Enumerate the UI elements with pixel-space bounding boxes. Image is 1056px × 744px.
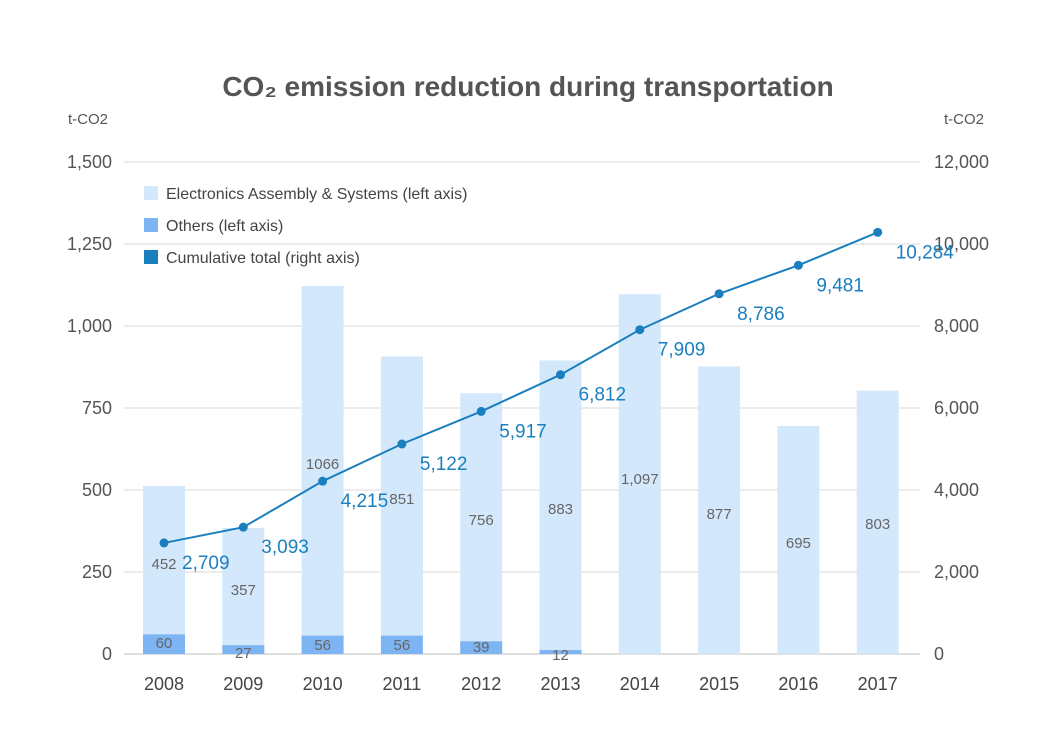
- others-value-label: 56: [314, 637, 331, 654]
- right-tick-label: 2,000: [934, 562, 979, 582]
- cumulative-value-label: 6,812: [579, 385, 627, 406]
- x-tick-label: 2012: [461, 674, 501, 694]
- cumulative-point: [397, 439, 407, 449]
- labels-layer: 452 60 357 27 1066 56 851 56 756 39 883 12 1,097 877 6…: [151, 242, 954, 664]
- bar-others: [222, 645, 265, 654]
- left-tick-label: 250: [82, 562, 112, 582]
- x-tick-label: 2016: [778, 674, 818, 694]
- right-axis-unit: t-CO2: [944, 111, 984, 128]
- cumulative-point: [238, 522, 248, 532]
- legend-label: Cumulative total (right axis): [166, 250, 360, 267]
- cumulative-value-label: 8,786: [737, 304, 785, 325]
- x-tick-label: 2017: [858, 674, 898, 694]
- bar-electronics: [856, 390, 899, 654]
- bar-others: [539, 650, 582, 654]
- left-tick-label: 1,500: [67, 152, 112, 172]
- bar-value-label: 695: [786, 535, 811, 552]
- right-tick-label: 0: [934, 644, 944, 664]
- cumulative-point: [556, 370, 565, 380]
- left-tick-label: 1,250: [67, 234, 112, 254]
- bar-electronics: [618, 294, 661, 654]
- legend: Electronics Assembly & Systems (left axi…: [144, 186, 467, 267]
- cumulative-value-label: 4,215: [341, 491, 389, 512]
- others-value-label: 60: [156, 635, 173, 652]
- bar-value-label: 357: [231, 582, 256, 599]
- bars-layer: [143, 285, 899, 654]
- others-value-label: 56: [394, 637, 411, 654]
- bar-value-label: 877: [707, 506, 732, 523]
- bar-value-label: 756: [469, 512, 494, 529]
- right-tick-label: 6,000: [934, 398, 979, 418]
- cumulative-value-label: 5,917: [499, 421, 547, 442]
- bar-value-label: 851: [389, 491, 414, 508]
- cumulative-point: [873, 227, 883, 237]
- left-tick-label: 0: [102, 644, 112, 664]
- bar-electronics: [143, 486, 185, 635]
- bar-electronics: [301, 285, 344, 636]
- bar-others: [301, 635, 344, 654]
- bar-others: [380, 635, 423, 654]
- cumulative-value-label: 7,909: [658, 340, 706, 361]
- cumulative-value-label: 9,481: [816, 275, 864, 296]
- bar-others: [460, 641, 503, 654]
- legend-swatch: [144, 186, 158, 200]
- right-tick-label: 12,000: [934, 152, 989, 172]
- x-tick-label: 2008: [144, 674, 184, 694]
- cumulative-point: [635, 325, 645, 335]
- right-tick-label: 8,000: [934, 316, 979, 336]
- x-tick-label: 2009: [223, 674, 263, 694]
- bar-value-label: 803: [865, 516, 890, 533]
- legend-label: Electronics Assembly & Systems (left axi…: [166, 186, 467, 203]
- bar-others: [143, 634, 185, 654]
- cumulative-point: [318, 476, 328, 486]
- x-tick-label: 2011: [383, 674, 422, 694]
- bar-electronics: [539, 360, 582, 651]
- cumulative-value-label: 3,093: [261, 537, 309, 558]
- grid-layer: 0 0 250 2,000 500 4,000 750 6,000 1,000 8,000 1,25…: [67, 152, 989, 694]
- cumulative-line: [163, 231, 879, 544]
- bar-value-label: 1066: [306, 456, 339, 473]
- x-tick-label: 2015: [699, 674, 739, 694]
- bar-value-label: 452: [151, 556, 176, 573]
- cumulative-value-label: 5,122: [420, 454, 468, 475]
- cumulative-point: [793, 260, 803, 270]
- chart-title: CO₂ emission reduction during transporta…: [222, 71, 833, 102]
- cumulative-point: [476, 406, 486, 416]
- others-value-label: 39: [473, 639, 490, 656]
- bar-electronics: [698, 366, 741, 654]
- x-tick-label: 2010: [303, 674, 343, 694]
- left-tick-label: 500: [82, 480, 112, 500]
- x-tick-label: 2013: [540, 674, 580, 694]
- right-tick-label: 10,000: [934, 234, 989, 254]
- right-tick-label: 4,000: [934, 480, 979, 500]
- left-tick-label: 1,000: [67, 316, 112, 336]
- bar-electronics: [222, 528, 265, 646]
- bar-electronics: [777, 426, 820, 654]
- bar-electronics: [380, 356, 423, 636]
- line-layer: [159, 227, 883, 548]
- cumulative-point: [159, 538, 169, 548]
- cumulative-value-label: 2,709: [182, 553, 230, 574]
- left-tick-label: 750: [82, 398, 112, 418]
- others-value-label: 12: [552, 647, 569, 664]
- cumulative-point: [714, 289, 724, 299]
- legend-swatch: [144, 218, 158, 232]
- others-value-label: 27: [235, 645, 252, 662]
- bar-electronics: [460, 393, 503, 642]
- cumulative-value-label: 10,284: [896, 242, 955, 263]
- legend-swatch: [144, 250, 158, 264]
- x-tick-label: 2014: [620, 674, 660, 694]
- legend-label: Others (left axis): [166, 218, 283, 235]
- left-axis-unit: t-CO2: [68, 111, 108, 128]
- bar-value-label: 883: [548, 501, 573, 518]
- bar-value-label: 1,097: [621, 471, 659, 488]
